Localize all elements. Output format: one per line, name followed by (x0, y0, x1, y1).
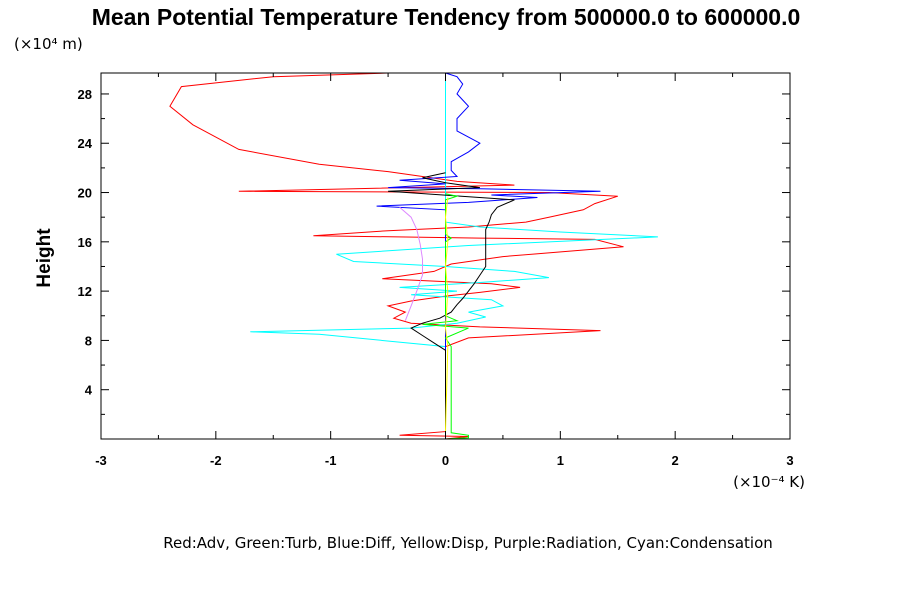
y-tick-label: 20 (78, 186, 92, 201)
series-diff-line (376, 72, 601, 439)
x-tick-label: 3 (786, 453, 793, 468)
x-unit-label: (×10⁻⁴ K) (733, 473, 805, 491)
x-tick-label: -2 (210, 453, 222, 468)
series-disp-line (444, 197, 449, 432)
x-tick-label: 0 (442, 453, 449, 468)
y-unit-label: (×10⁴ m) (14, 35, 83, 53)
y-tick-label: 4 (85, 383, 93, 398)
y-tick-label: 24 (78, 136, 93, 151)
legend-text: Red:Adv, Green:Turb, Blue:Diff, Yellow:D… (163, 534, 773, 552)
series-total-line (388, 172, 515, 439)
series-radiation-line (399, 206, 423, 321)
series-adv-line (169, 72, 624, 440)
x-tick-label: -1 (325, 453, 337, 468)
y-tick-label: 12 (78, 284, 92, 299)
x-tick-label: 2 (672, 453, 679, 468)
chart-title: Mean Potential Temperature Tendency from… (92, 4, 801, 30)
y-tick-label: 8 (85, 333, 92, 348)
y-tick-label: 16 (78, 235, 92, 250)
series-layer (169, 72, 658, 440)
y-axis-label: Height (34, 228, 55, 288)
series-condensation-line (250, 73, 658, 439)
y-tick-label: 28 (78, 87, 92, 102)
x-tick-label: 1 (557, 453, 564, 468)
x-tick-label: -3 (95, 453, 107, 468)
